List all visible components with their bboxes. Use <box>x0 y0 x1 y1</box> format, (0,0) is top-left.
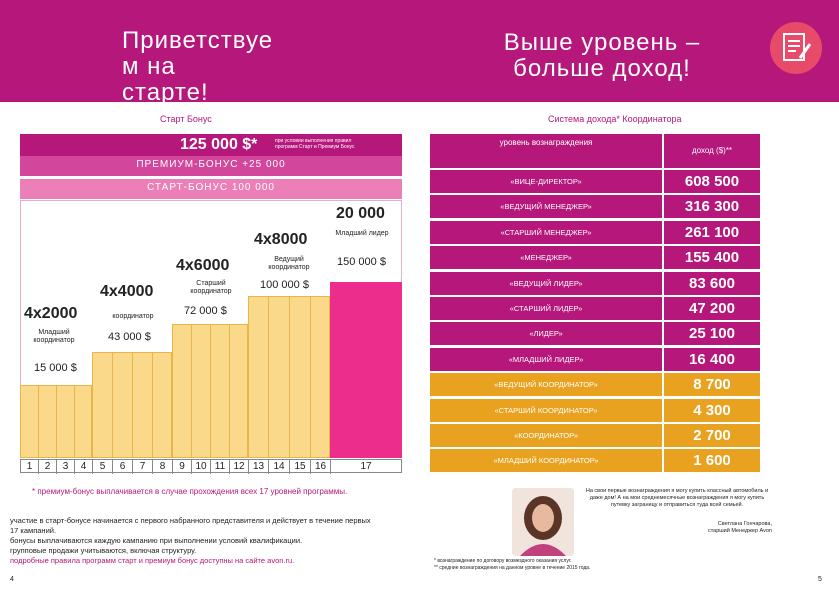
campaign-row: 1 2 3 4 5 6 7 8 9 10 11 12 13 14 15 16 1… <box>20 459 402 474</box>
campaign-16: 16 <box>311 460 331 474</box>
income-value-1: 608 500 <box>664 170 760 193</box>
left-title: Приветствуе м на старте! <box>122 27 274 106</box>
income-value-10: 4 300 <box>664 399 760 422</box>
person-photo <box>512 488 574 556</box>
income-level-10: «СТАРШИЙ КООРДИНАТОР» <box>430 399 662 422</box>
header-band <box>0 0 839 102</box>
start-label: СТАРТ-БОНУС 100 000 <box>147 182 275 193</box>
right-footnote-2: ** средние вознаграждения на данном уров… <box>434 565 591 571</box>
income-level-12: «МЛАДШИЙ КООРДИНАТОР» <box>430 449 662 472</box>
start-bonus-title: Старт Бонус <box>160 114 212 124</box>
bonus-amount: 125 000 $* <box>180 136 258 153</box>
right-footnotes: * вознаграждение по договору возмездного… <box>434 558 590 572</box>
step-2-mult: 4x4000 <box>100 283 154 300</box>
campaign-2: 2 <box>39 460 57 474</box>
campaign-12: 12 <box>230 460 249 474</box>
step-5-mult: 20 000 <box>336 205 385 222</box>
income-value-6: 47 200 <box>664 297 760 320</box>
income-value-3: 261 100 <box>664 221 760 244</box>
income-value-11: 2 700 <box>664 424 760 447</box>
campaign-14: 14 <box>269 460 290 474</box>
income-level-9: «ВЕДУЩИЙ КООРДИНАТОР» <box>430 373 662 396</box>
income-level-4: «МЕНЕДЖЕР» <box>430 246 662 269</box>
page-number-right: 5 <box>818 576 822 583</box>
income-level-1: «ВИЦЕ-ДИРЕКТОР» <box>430 170 662 193</box>
campaign-17: 17 <box>360 461 372 472</box>
campaign-3: 3 <box>57 460 75 474</box>
campaign-10: 10 <box>192 460 211 474</box>
income-level-2: «ВЕДУЩИЙ МЕНЕДЖЕР» <box>430 195 662 218</box>
income-level-11: «КООРДИНАТОР» <box>430 424 662 447</box>
campaign-15: 15 <box>290 460 311 474</box>
rules-link[interactable]: подробные правила программ старт и преми… <box>10 556 295 565</box>
income-value-8: 16 400 <box>664 348 760 371</box>
premium-label: ПРЕМИУМ-БОНУС +25 000 <box>136 159 286 170</box>
campaign-9: 9 <box>173 460 192 474</box>
page-number-left: 4 <box>10 576 14 583</box>
premium-footnote: * премиум-бонус выплачивается в случае п… <box>32 487 348 496</box>
note-1: участие в старт-бонусе начинается с перв… <box>10 516 371 535</box>
income-value-9: 8 700 <box>664 373 760 396</box>
step-3-role: Старший координатор <box>190 280 232 295</box>
income-level-5: «ВЕДУЩИЙ ЛИДЕР» <box>430 272 662 295</box>
campaign-4: 4 <box>75 460 93 474</box>
income-value-12: 1 600 <box>664 449 760 472</box>
right-title: Выше уровень – больше доход! <box>503 29 701 82</box>
income-value-5: 83 600 <box>664 272 760 295</box>
step-2-amount: 43 000 $ <box>108 331 151 343</box>
step-5-role: Младший лидер <box>335 230 389 237</box>
campaign-7: 7 <box>133 460 153 474</box>
col-income-header: доход ($)** <box>664 134 760 168</box>
campaign-13: 13 <box>249 460 269 474</box>
campaign-1: 1 <box>21 460 39 474</box>
income-level-3: «СТАРШИЙ МЕНЕДЖЕР» <box>430 221 662 244</box>
campaign-6: 6 <box>113 460 133 474</box>
income-value-4: 155 400 <box>664 246 760 269</box>
right-footnote-1: * вознаграждение по договору возмездного… <box>434 558 572 564</box>
col-level-header: уровень вознаграждения <box>430 134 662 168</box>
start-bar <box>20 179 402 199</box>
step-3-mult: 4x6000 <box>176 257 230 274</box>
person-name: Светлана Гончарова, <box>717 521 772 527</box>
step-2-role: координатор <box>112 313 154 320</box>
step-1-role: Младший координатор <box>33 329 75 344</box>
income-level-6: «СТАРШИЙ ЛИДЕР» <box>430 297 662 320</box>
bonus-total-bar <box>20 134 402 156</box>
note-2: бонусы выплачиваются каждую кампанию при… <box>10 536 303 545</box>
campaign-8: 8 <box>153 460 173 474</box>
note-3: групповые продажи учитываются, включая с… <box>10 546 197 555</box>
income-level-8: «МЛАДШИЙ ЛИДЕР» <box>430 348 662 371</box>
step-4-mult: 4x8000 <box>254 231 308 248</box>
income-system-title: Система дохода* Координатора <box>548 114 682 124</box>
income-value-2: 316 300 <box>664 195 760 218</box>
bonus-note: при условии выполнения правил программ С… <box>275 138 355 150</box>
campaign-5: 5 <box>93 460 113 474</box>
step-5-amount: 150 000 $ <box>337 256 386 268</box>
step-4-amount: 100 000 $ <box>260 279 309 291</box>
campaign-11: 11 <box>211 460 230 474</box>
step-3-amount: 72 000 $ <box>184 305 227 317</box>
person-title: старший Менеджер Avon <box>707 528 772 534</box>
document-edit-icon <box>770 22 822 74</box>
step-4-role: Ведущий координатор <box>268 256 310 271</box>
notes-block: участие в старт-бонусе начинается с перв… <box>10 516 380 566</box>
step-1-amount: 15 000 $ <box>34 362 77 374</box>
premium-bar <box>20 156 402 176</box>
income-value-7: 25 100 <box>664 322 760 345</box>
income-level-7: «ЛИДЕР» <box>430 322 662 345</box>
step-1-mult: 4x2000 <box>24 305 78 322</box>
column-17 <box>330 282 402 458</box>
quote-text: На свои первые вознаграждения я могу куп… <box>585 488 769 508</box>
